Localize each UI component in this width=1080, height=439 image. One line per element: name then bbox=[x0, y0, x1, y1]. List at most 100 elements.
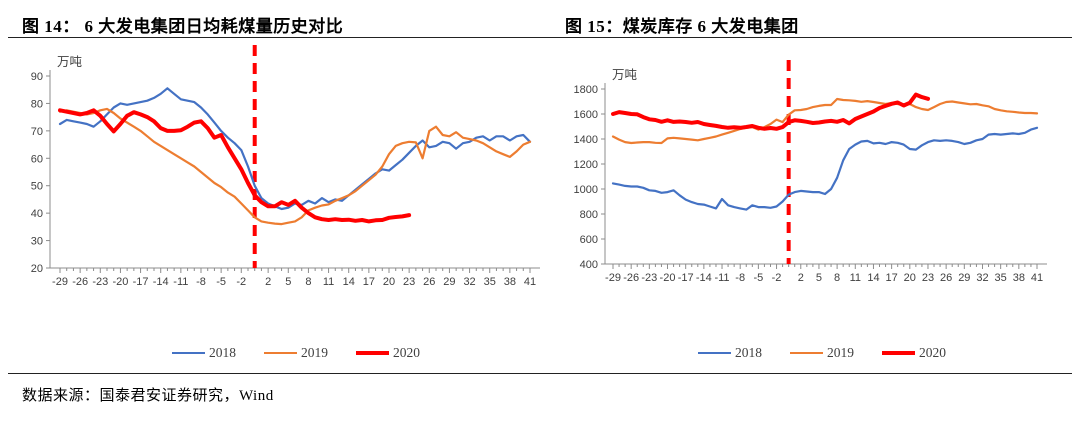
legend-label-2019: 2019 bbox=[827, 345, 854, 361]
svg-text:1400: 1400 bbox=[574, 134, 598, 146]
series-2018-line bbox=[58, 87, 532, 211]
svg-text:23: 23 bbox=[922, 272, 934, 284]
svg-text:-5: -5 bbox=[753, 272, 763, 284]
series-2019-line bbox=[611, 97, 1039, 145]
footer-divider-rule bbox=[8, 373, 1072, 374]
svg-text:1000: 1000 bbox=[574, 184, 598, 196]
legend-item-2020: 2020 bbox=[356, 346, 420, 360]
charts-row: 20 30 40 50 60 70 80 90 -29 -26 -23 -20 -17 -14 -11 -8-… bbox=[0, 42, 1080, 361]
svg-text:-29: -29 bbox=[605, 272, 621, 284]
svg-text:80: 80 bbox=[31, 98, 43, 110]
svg-text:2: 2 bbox=[265, 276, 271, 288]
svg-text:-8: -8 bbox=[735, 272, 745, 284]
legend-swatch-2018 bbox=[698, 352, 731, 354]
svg-text:-2: -2 bbox=[772, 272, 782, 284]
x-axis-ticks-and-labels: -29 -26 -23 -20 -17 -14 -11 -8 -5 -2 2 5 8 11 14 17 20 23… bbox=[52, 268, 536, 288]
svg-text:-23: -23 bbox=[92, 276, 108, 288]
legend-swatch-2020 bbox=[882, 351, 915, 355]
legend-item-2018: 2018 bbox=[698, 346, 762, 360]
svg-text:26: 26 bbox=[423, 276, 435, 288]
svg-text:-17: -17 bbox=[133, 276, 149, 288]
y-axis-unit-label: 万吨 bbox=[612, 68, 638, 82]
svg-text:-11: -11 bbox=[173, 276, 188, 288]
svg-text:-2: -2 bbox=[236, 276, 246, 288]
legend-swatch-2020 bbox=[356, 351, 389, 355]
svg-text:60: 60 bbox=[31, 153, 43, 165]
svg-text:26: 26 bbox=[940, 272, 952, 284]
legend-item-2020: 2020 bbox=[882, 346, 946, 360]
series-2018-line bbox=[611, 126, 1039, 211]
legend-label-2019: 2019 bbox=[301, 345, 328, 361]
legend-item-2019: 2019 bbox=[264, 346, 328, 360]
svg-text:-20: -20 bbox=[660, 272, 676, 284]
svg-text:8: 8 bbox=[305, 276, 311, 288]
svg-text:-26: -26 bbox=[623, 272, 639, 284]
figure-titles-row: 图 14： 6 大发电集团日均耗煤量历史对比 图 15：煤炭库存 6 大发电集团 bbox=[0, 0, 1080, 37]
svg-text:90: 90 bbox=[31, 71, 43, 83]
svg-text:-23: -23 bbox=[641, 272, 657, 284]
svg-text:20: 20 bbox=[383, 276, 395, 288]
series-2019-line bbox=[58, 107, 532, 226]
svg-text:-14: -14 bbox=[153, 276, 169, 288]
svg-text:-11: -11 bbox=[714, 272, 729, 284]
svg-text:35: 35 bbox=[995, 272, 1007, 284]
svg-text:-17: -17 bbox=[678, 272, 694, 284]
svg-text:5: 5 bbox=[816, 272, 822, 284]
legend-label-2018: 2018 bbox=[209, 345, 236, 361]
svg-text:38: 38 bbox=[504, 276, 516, 288]
y-axis-unit-label: 万吨 bbox=[57, 55, 83, 69]
svg-text:1200: 1200 bbox=[574, 159, 598, 171]
svg-text:30: 30 bbox=[31, 236, 43, 248]
y-axis-ticks-and-labels: 20 30 40 50 60 70 80 90 bbox=[31, 71, 50, 275]
legend-item-2018: 2018 bbox=[172, 346, 236, 360]
x-axis-ticks-and-labels: -29 -26 -23 -20 -17 -14 -11 -8 -5 -2 2 5 8 11 14 17 20 23… bbox=[605, 264, 1043, 284]
svg-text:2: 2 bbox=[798, 272, 804, 284]
svg-text:32: 32 bbox=[463, 276, 475, 288]
svg-text:11: 11 bbox=[323, 276, 334, 288]
svg-text:32: 32 bbox=[976, 272, 988, 284]
series-2020-line bbox=[58, 108, 412, 224]
figure-15-title: 图 15：煤炭库存 6 大发电集团 bbox=[565, 17, 799, 36]
figure-14-legend: 2018 2019 2020 bbox=[0, 345, 540, 361]
svg-text:400: 400 bbox=[580, 259, 598, 271]
svg-text:8: 8 bbox=[834, 272, 840, 284]
legend-label-2020: 2020 bbox=[919, 345, 946, 361]
svg-text:29: 29 bbox=[443, 276, 455, 288]
svg-text:38: 38 bbox=[1013, 272, 1025, 284]
svg-text:-8: -8 bbox=[196, 276, 206, 288]
figure-15-legend: 2018 2019 2020 bbox=[540, 345, 1080, 361]
svg-text:20: 20 bbox=[904, 272, 916, 284]
legend-label-2018: 2018 bbox=[735, 345, 762, 361]
svg-text:1600: 1600 bbox=[574, 109, 598, 121]
svg-text:29: 29 bbox=[958, 272, 970, 284]
legend-swatch-2019 bbox=[790, 352, 823, 354]
svg-text:41: 41 bbox=[1031, 272, 1043, 284]
svg-text:20: 20 bbox=[31, 263, 43, 275]
source-note: 数据来源：国泰君安证券研究，Wind bbox=[22, 388, 274, 404]
legend-label-2020: 2020 bbox=[393, 345, 420, 361]
svg-text:41: 41 bbox=[524, 276, 536, 288]
figure-14-chart: 20 30 40 50 60 70 80 90 -29 -26 -23 -20 -17 -14 -11 -8-… bbox=[0, 42, 540, 361]
legend-item-2019: 2019 bbox=[790, 346, 854, 360]
series-2020-line bbox=[611, 92, 930, 131]
svg-text:11: 11 bbox=[850, 272, 861, 284]
svg-text:14: 14 bbox=[867, 272, 879, 284]
legend-swatch-2019 bbox=[264, 352, 297, 354]
svg-text:5: 5 bbox=[285, 276, 291, 288]
title-divider-rule bbox=[8, 37, 1072, 38]
legend-swatch-2018 bbox=[172, 352, 205, 354]
svg-text:-29: -29 bbox=[52, 276, 68, 288]
svg-text:-20: -20 bbox=[112, 276, 128, 288]
svg-text:17: 17 bbox=[363, 276, 375, 288]
svg-text:800: 800 bbox=[580, 209, 598, 221]
svg-text:600: 600 bbox=[580, 234, 598, 246]
svg-text:50: 50 bbox=[31, 181, 43, 193]
svg-text:-5: -5 bbox=[216, 276, 226, 288]
svg-text:14: 14 bbox=[343, 276, 355, 288]
svg-text:70: 70 bbox=[31, 126, 43, 138]
svg-text:17: 17 bbox=[886, 272, 898, 284]
figure-15-chart: 400 600 800 1000 1200 1400 1600 1800 -29 -26 -23 -2… bbox=[540, 42, 1080, 361]
